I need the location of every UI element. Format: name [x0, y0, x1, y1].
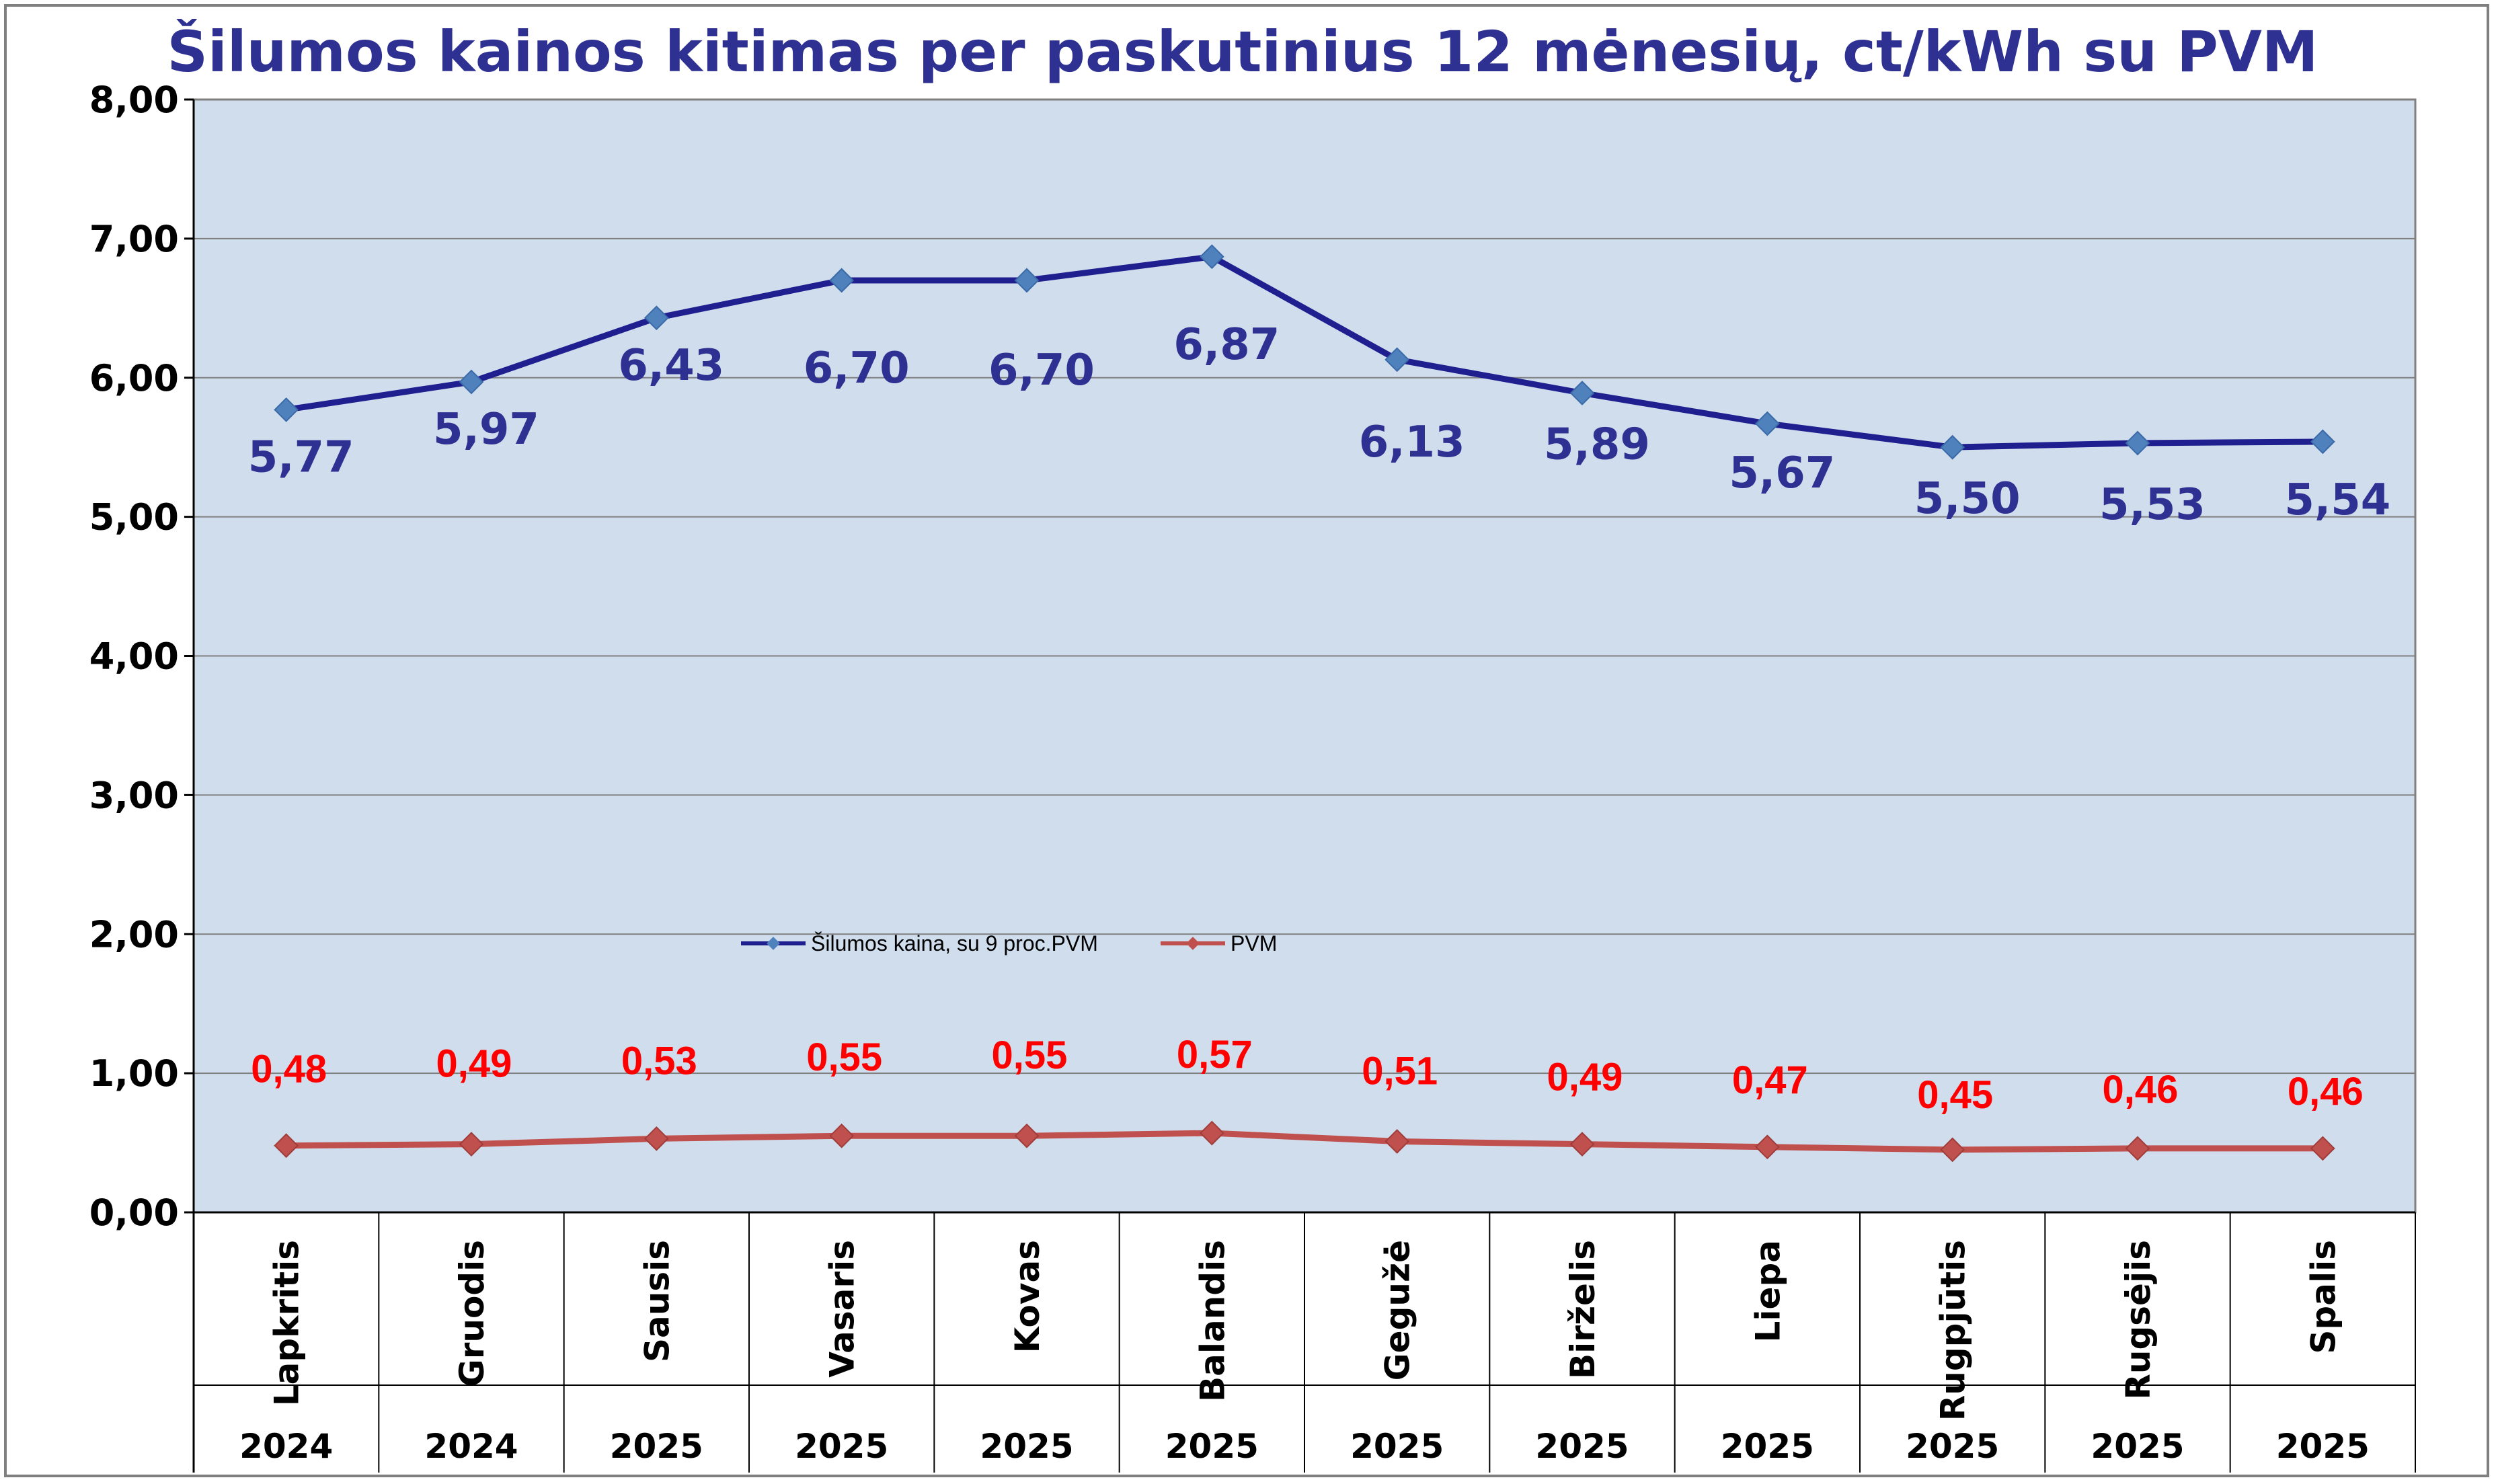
y-tick-label: 2,00 — [89, 913, 179, 955]
data-label-main: 5,77 — [248, 432, 354, 482]
data-label-pvm: 0,46 — [2103, 1068, 2179, 1111]
data-label-pvm: 0,49 — [1547, 1056, 1623, 1099]
legend-label-main: Šilumos kaina, su 9 proc.PVM — [811, 931, 1098, 955]
data-point-main — [1754, 411, 1780, 436]
legend: Šilumos kaina, su 9 proc.PVM PVM — [741, 931, 1277, 955]
legend-marker-main — [767, 937, 780, 950]
data-label-pvm: 0,55 — [992, 1033, 1068, 1077]
x-year-label: 2025 — [1350, 1427, 1444, 1466]
data-point-pvm — [274, 1133, 299, 1159]
data-label-main: 5,89 — [1544, 420, 1650, 470]
x-year-label: 2025 — [2276, 1427, 2370, 1466]
data-point-pvm — [1384, 1129, 1410, 1154]
x-year-label: 2025 — [1165, 1427, 1259, 1466]
x-year-label: 2025 — [2091, 1427, 2184, 1466]
data-label-main: 5,53 — [2099, 480, 2206, 530]
x-year-label: 2024 — [239, 1427, 333, 1466]
x-tick-label: Birželis — [1563, 1240, 1602, 1379]
data-label-main: 5,97 — [433, 405, 539, 455]
data-point-main — [1199, 244, 1224, 270]
x-tick-label: Liepa — [1748, 1240, 1787, 1342]
data-point-pvm — [1569, 1132, 1595, 1157]
y-tick-label: 4,00 — [89, 635, 179, 678]
x-tick-label: Kovas — [1008, 1240, 1047, 1353]
data-point-pvm — [2125, 1136, 2150, 1161]
data-point-pvm — [459, 1132, 484, 1157]
data-label-main: 5,50 — [1914, 474, 2021, 524]
data-point-pvm — [1199, 1120, 1224, 1146]
data-point-main — [459, 369, 484, 395]
data-label-pvm: 0,51 — [1362, 1049, 1438, 1093]
chart-frame: Šilumos kainos kitimas per paskutinius 1… — [4, 4, 2489, 1477]
data-point-main — [829, 268, 855, 293]
data-label-pvm: 0,49 — [436, 1042, 512, 1086]
data-point-pvm — [644, 1126, 669, 1151]
data-label-main: 6,43 — [618, 341, 724, 391]
data-point-pvm — [829, 1123, 855, 1148]
x-tick-label: Rugpjūtis — [1934, 1240, 1973, 1421]
y-tick-label: 8,00 — [89, 79, 179, 121]
x-year-label: 2025 — [980, 1427, 1073, 1466]
data-label-main: 5,54 — [2284, 475, 2390, 525]
y-tick-label: 3,00 — [89, 774, 179, 816]
data-point-main — [644, 305, 669, 331]
line-chart: Šilumos kainos kitimas per paskutinius 1… — [89, 19, 2417, 1473]
data-point-main — [2125, 430, 2150, 456]
data-point-main — [1569, 381, 1595, 405]
data-point-main — [1940, 434, 1965, 460]
x-year-label: 2025 — [1906, 1427, 1999, 1466]
x-year-label: 2024 — [424, 1427, 518, 1466]
data-point-main — [1014, 268, 1040, 293]
data-point-pvm — [1014, 1123, 1040, 1148]
series-line-pvm — [286, 1130, 2323, 1153]
data-point-pvm — [1940, 1137, 1965, 1163]
y-tick-label: 1,00 — [89, 1052, 179, 1095]
x-tick-label: Gruodis — [453, 1240, 492, 1387]
plot-area: 0,00 1,00 2,00 3,00 4,00 5,00 6,00 7,00 8,00 Lapk… — [89, 79, 2417, 1473]
x-year-label: 2025 — [795, 1427, 888, 1466]
data-labels: 5,77 5,97 6,43 6,70 6,70 6,87 6,13 5,89 5,67 5,50… — [248, 320, 2391, 1117]
data-point-main — [1384, 347, 1410, 373]
data-label-pvm: 0,53 — [621, 1039, 697, 1083]
x-year-label: 2025 — [610, 1427, 703, 1466]
data-label-pvm: 0,47 — [1732, 1058, 1808, 1102]
x-tick-label: Vasaris — [823, 1240, 862, 1378]
y-tick-label: 7,00 — [89, 218, 179, 260]
data-label-pvm: 0,55 — [806, 1036, 882, 1079]
y-tick-label: 6,00 — [89, 357, 179, 399]
data-point-main — [274, 397, 299, 422]
x-tick-label: Spalis — [2304, 1240, 2343, 1354]
x-tick-label: Lapkritis — [268, 1240, 307, 1406]
x-tick-label: Sausis — [637, 1240, 676, 1362]
data-point-pvm — [1754, 1134, 1780, 1160]
x-tick-label: Rugsėjis — [2119, 1240, 2158, 1400]
y-tick-label: 5,00 — [89, 496, 179, 539]
data-label-main: 6,87 — [1173, 320, 1280, 370]
data-label-pvm: 0,45 — [1917, 1073, 1993, 1117]
x-tick-label: Gegužė — [1378, 1240, 1417, 1380]
data-label-main: 6,70 — [988, 346, 1095, 395]
legend-marker-pvm — [1186, 937, 1200, 950]
series-line-main — [285, 253, 2323, 451]
x-year-label: 2025 — [1721, 1427, 1814, 1466]
y-tick-label: 0,00 — [89, 1192, 179, 1234]
data-label-main: 6,13 — [1359, 418, 1465, 467]
x-year-label: 2025 — [1535, 1427, 1629, 1466]
x-tick-label: Balandis — [1193, 1240, 1232, 1402]
legend-label-pvm: PVM — [1231, 931, 1277, 955]
data-label-pvm: 0,57 — [1177, 1033, 1253, 1077]
data-label-main: 6,70 — [804, 344, 910, 393]
data-point-main — [2310, 429, 2335, 455]
chart-title: Šilumos kainos kitimas per paskutinius 1… — [167, 19, 2318, 85]
data-label-pvm: 0,46 — [2288, 1070, 2364, 1114]
data-label-main: 5,67 — [1729, 448, 1835, 498]
data-point-pvm — [2310, 1136, 2335, 1161]
data-label-pvm: 0,48 — [251, 1048, 327, 1091]
